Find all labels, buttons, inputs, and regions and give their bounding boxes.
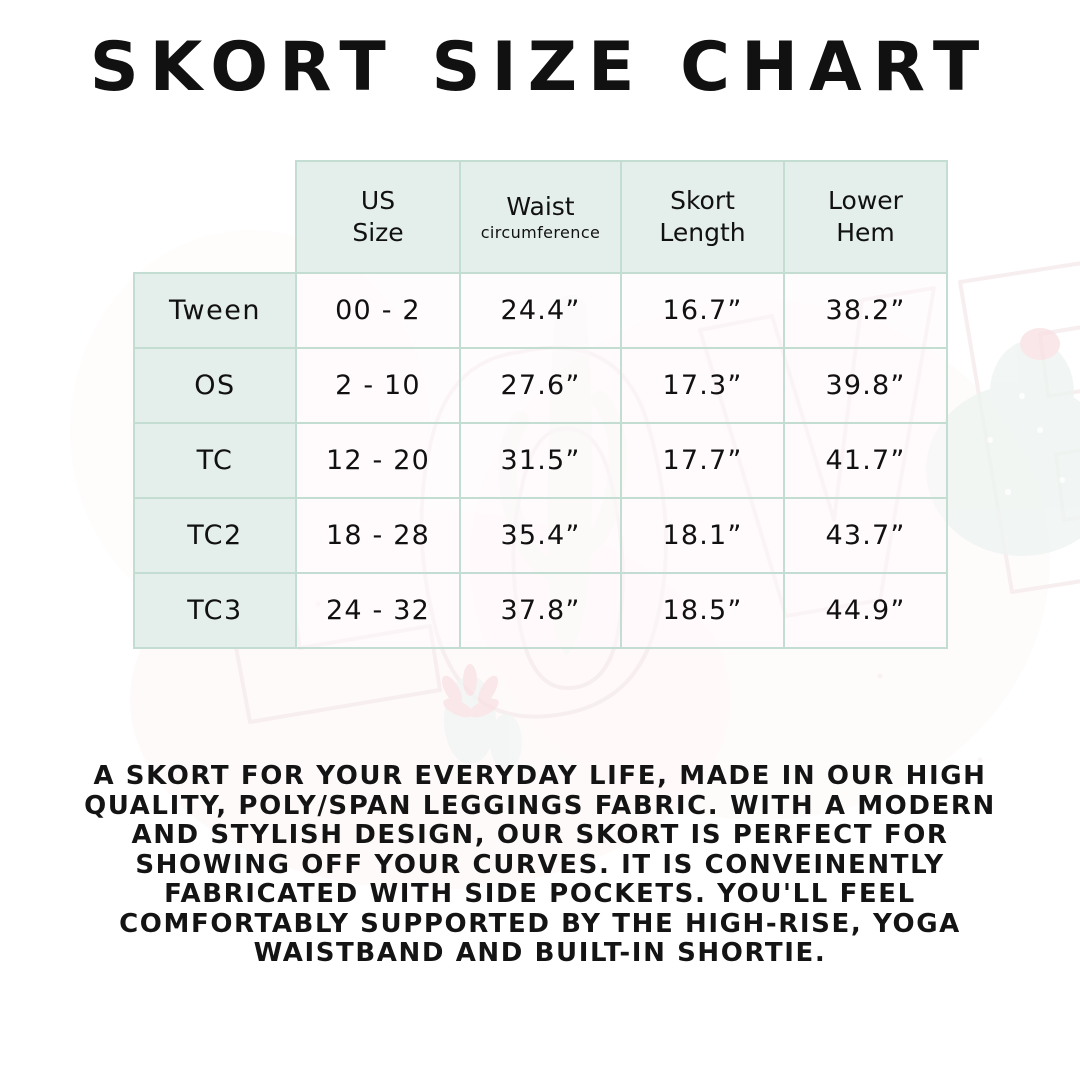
column-header-waist-subtitle: circumference <box>480 222 601 242</box>
column-header-lower-hem-line1: Lower <box>828 186 903 215</box>
cell-tc3-skort-length: 18.5” <box>620 572 785 649</box>
description-line: AND STYLISH DESIGN, OUR SKORT IS PERFECT… <box>131 820 949 850</box>
column-header-lower-hem: Lower Hem <box>783 160 948 274</box>
row-label-tc: TC <box>133 422 297 499</box>
table-row: Tween 00 - 2 24.4” 16.7” 38.2” <box>133 272 948 349</box>
cell-tween-waist: 24.4” <box>459 272 622 349</box>
cell-os-skort-length: 17.3” <box>620 347 785 424</box>
cell-tc2-waist: 35.4” <box>459 497 622 574</box>
description-line: WAISTBAND AND BUILT-IN SHORTIE. <box>253 938 827 968</box>
table-corner-cell <box>134 161 296 273</box>
column-header-us-size-line2: Size <box>352 218 404 247</box>
cell-os-lower-hem: 39.8” <box>783 347 948 424</box>
table-row: TC2 18 - 28 35.4” 18.1” 43.7” <box>133 497 948 574</box>
cell-tween-lower-hem: 38.2” <box>783 272 948 349</box>
column-header-skort-length-line2: Length <box>659 218 746 247</box>
cell-tc-waist: 31.5” <box>459 422 622 499</box>
cell-tc-lower-hem: 41.7” <box>783 422 948 499</box>
cell-tc-skort-length: 17.7” <box>620 422 785 499</box>
description-line: A SKORT FOR YOUR EVERYDAY LIFE, MADE IN … <box>93 761 987 791</box>
table-row: OS 2 - 10 27.6” 17.3” 39.8” <box>133 347 948 424</box>
cell-tc3-waist: 37.8” <box>459 572 622 649</box>
description-line: QUALITY, POLY/SPAN LEGGINGS FABRIC. WITH… <box>84 790 996 821</box>
column-header-waist: Waist circumference <box>459 160 622 274</box>
cell-tween-us-size: 00 - 2 <box>295 272 461 349</box>
row-label-tc2: TC2 <box>133 497 297 574</box>
row-label-tween: Tween <box>133 272 297 349</box>
cell-tc2-us-size: 18 - 28 <box>295 497 461 574</box>
column-header-us-size-line1: US <box>360 186 396 215</box>
cell-tc3-lower-hem: 44.9” <box>783 572 948 649</box>
size-chart-table: US Size Waist circumference Skort Length… <box>133 160 948 649</box>
row-label-tc3: TC3 <box>133 572 297 649</box>
cell-tc2-skort-length: 18.1” <box>620 497 785 574</box>
table-row: TC3 24 - 32 37.8” 18.5” 44.9” <box>133 572 948 649</box>
column-header-waist-line1: Waist <box>506 191 575 221</box>
description-line: FABRICATED WITH SIDE POCKETS. YOU'LL FEE… <box>164 879 916 909</box>
description-line: SHOWING OFF YOUR CURVES. IT IS CONVEINEN… <box>135 849 945 880</box>
description-line: COMFORTABLY SUPPORTED BY THE HIGH-RISE, … <box>119 908 961 939</box>
column-header-us-size: US Size <box>295 160 461 274</box>
row-label-os: OS <box>133 347 297 424</box>
cell-tc3-us-size: 24 - 32 <box>295 572 461 649</box>
cell-os-us-size: 2 - 10 <box>295 347 461 424</box>
column-header-skort-length-line1: Skort <box>670 186 735 215</box>
table-row: TC 12 - 20 31.5” 17.7” 41.7” <box>133 422 948 499</box>
column-header-lower-hem-line2: Hem <box>836 218 895 247</box>
cell-tween-skort-length: 16.7” <box>620 272 785 349</box>
cell-os-waist: 27.6” <box>459 347 622 424</box>
page-title: SKORT SIZE CHART <box>89 28 991 107</box>
column-header-skort-length: Skort Length <box>620 160 785 274</box>
cell-tc2-lower-hem: 43.7” <box>783 497 948 574</box>
cell-tc-us-size: 12 - 20 <box>295 422 461 499</box>
table-header-row: US Size Waist circumference Skort Length… <box>134 160 948 274</box>
product-description: A SKORT FOR YOUR EVERYDAY LIFE, MADE IN … <box>60 761 1020 969</box>
